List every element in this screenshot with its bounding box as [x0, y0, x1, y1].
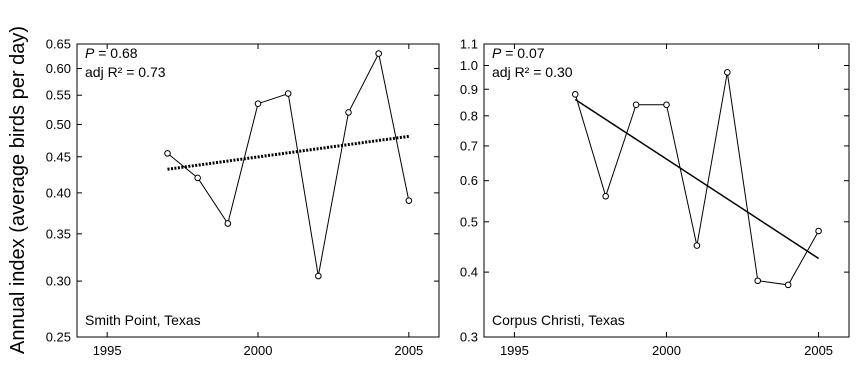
plot-frame	[76, 43, 440, 338]
p-value: = 0.07	[501, 45, 544, 61]
data-point	[224, 220, 232, 227]
y-tick-label: 0.5	[460, 214, 478, 229]
data-point	[345, 109, 352, 116]
x-tick-label: 1995	[93, 343, 122, 358]
y-tick-label: 0.4	[460, 265, 478, 280]
data-point	[693, 242, 701, 249]
data-point	[784, 281, 792, 289]
data-point	[164, 150, 171, 157]
y-tick-label: 0.60	[46, 61, 71, 76]
data-point	[284, 90, 292, 97]
y-tick-label: 0.9	[460, 82, 478, 97]
data-point	[315, 272, 322, 280]
y-tick-label: 0.6	[460, 173, 478, 188]
data-point	[602, 192, 609, 200]
y-tick-label: 0.45	[46, 149, 71, 164]
p-symbol: P	[492, 45, 502, 61]
y-tick-label: 0.25	[46, 330, 71, 345]
data-point	[754, 277, 762, 285]
trend-line	[574, 98, 819, 260]
data-point	[632, 101, 640, 109]
x-tick-label: 2000	[652, 343, 681, 358]
y-tick-label: 0.40	[46, 185, 71, 200]
y-tick-label: 0.8	[460, 108, 478, 123]
y-axis-label: Annual index (average birds per day)	[7, 26, 29, 354]
data-point	[815, 227, 822, 235]
data-point	[571, 91, 579, 98]
y-tick-label: 0.55	[46, 88, 71, 103]
data-point	[405, 197, 413, 204]
p-value-annotation: P = 0.07	[492, 45, 545, 61]
plot-frame	[483, 43, 850, 338]
p-value-annotation: P = 0.68	[85, 45, 138, 61]
x-tick-label: 2005	[804, 343, 833, 358]
data-point	[254, 100, 262, 108]
y-tick-label: 0.35	[46, 226, 71, 241]
data-point	[375, 50, 382, 57]
y-tick-label: 0.7	[460, 138, 478, 153]
data-point	[663, 101, 670, 109]
adj-r2-annotation: adj R² = 0.73	[85, 64, 166, 80]
chart-panel-corpus-christi: 0.3 0.4 0.5 0.6 0.7 0.8 0.9 1.0 1.1 1995 2000 2005 P…	[460, 37, 850, 358]
y-tick-label: 0.50	[46, 117, 71, 132]
y-tick-label: 1.1	[460, 37, 478, 52]
chart-panel-smith-point: 0.25 0.30 0.35 0.40 0.45 0.50 0.55 0.60 0.65 1995…	[46, 37, 440, 358]
y-tick-label: 0.3	[460, 330, 478, 345]
x-tick-label: 2005	[394, 343, 423, 358]
trend-line	[167, 134, 410, 171]
location-label: Corpus Christi, Texas	[492, 312, 625, 328]
x-tick-label: 1995	[500, 343, 529, 358]
data-point	[724, 69, 731, 76]
location-label: Smith Point, Texas	[85, 312, 201, 328]
y-tick-label: 0.65	[46, 37, 71, 52]
y-tick-label: 1.0	[460, 58, 478, 73]
p-symbol: P	[85, 45, 95, 61]
x-tick-label: 2000	[244, 343, 273, 358]
adj-r2-annotation: adj R² = 0.30	[492, 64, 573, 80]
data-point	[194, 174, 201, 182]
y-tick-label: 0.30	[46, 274, 71, 289]
p-value: = 0.68	[94, 45, 137, 61]
